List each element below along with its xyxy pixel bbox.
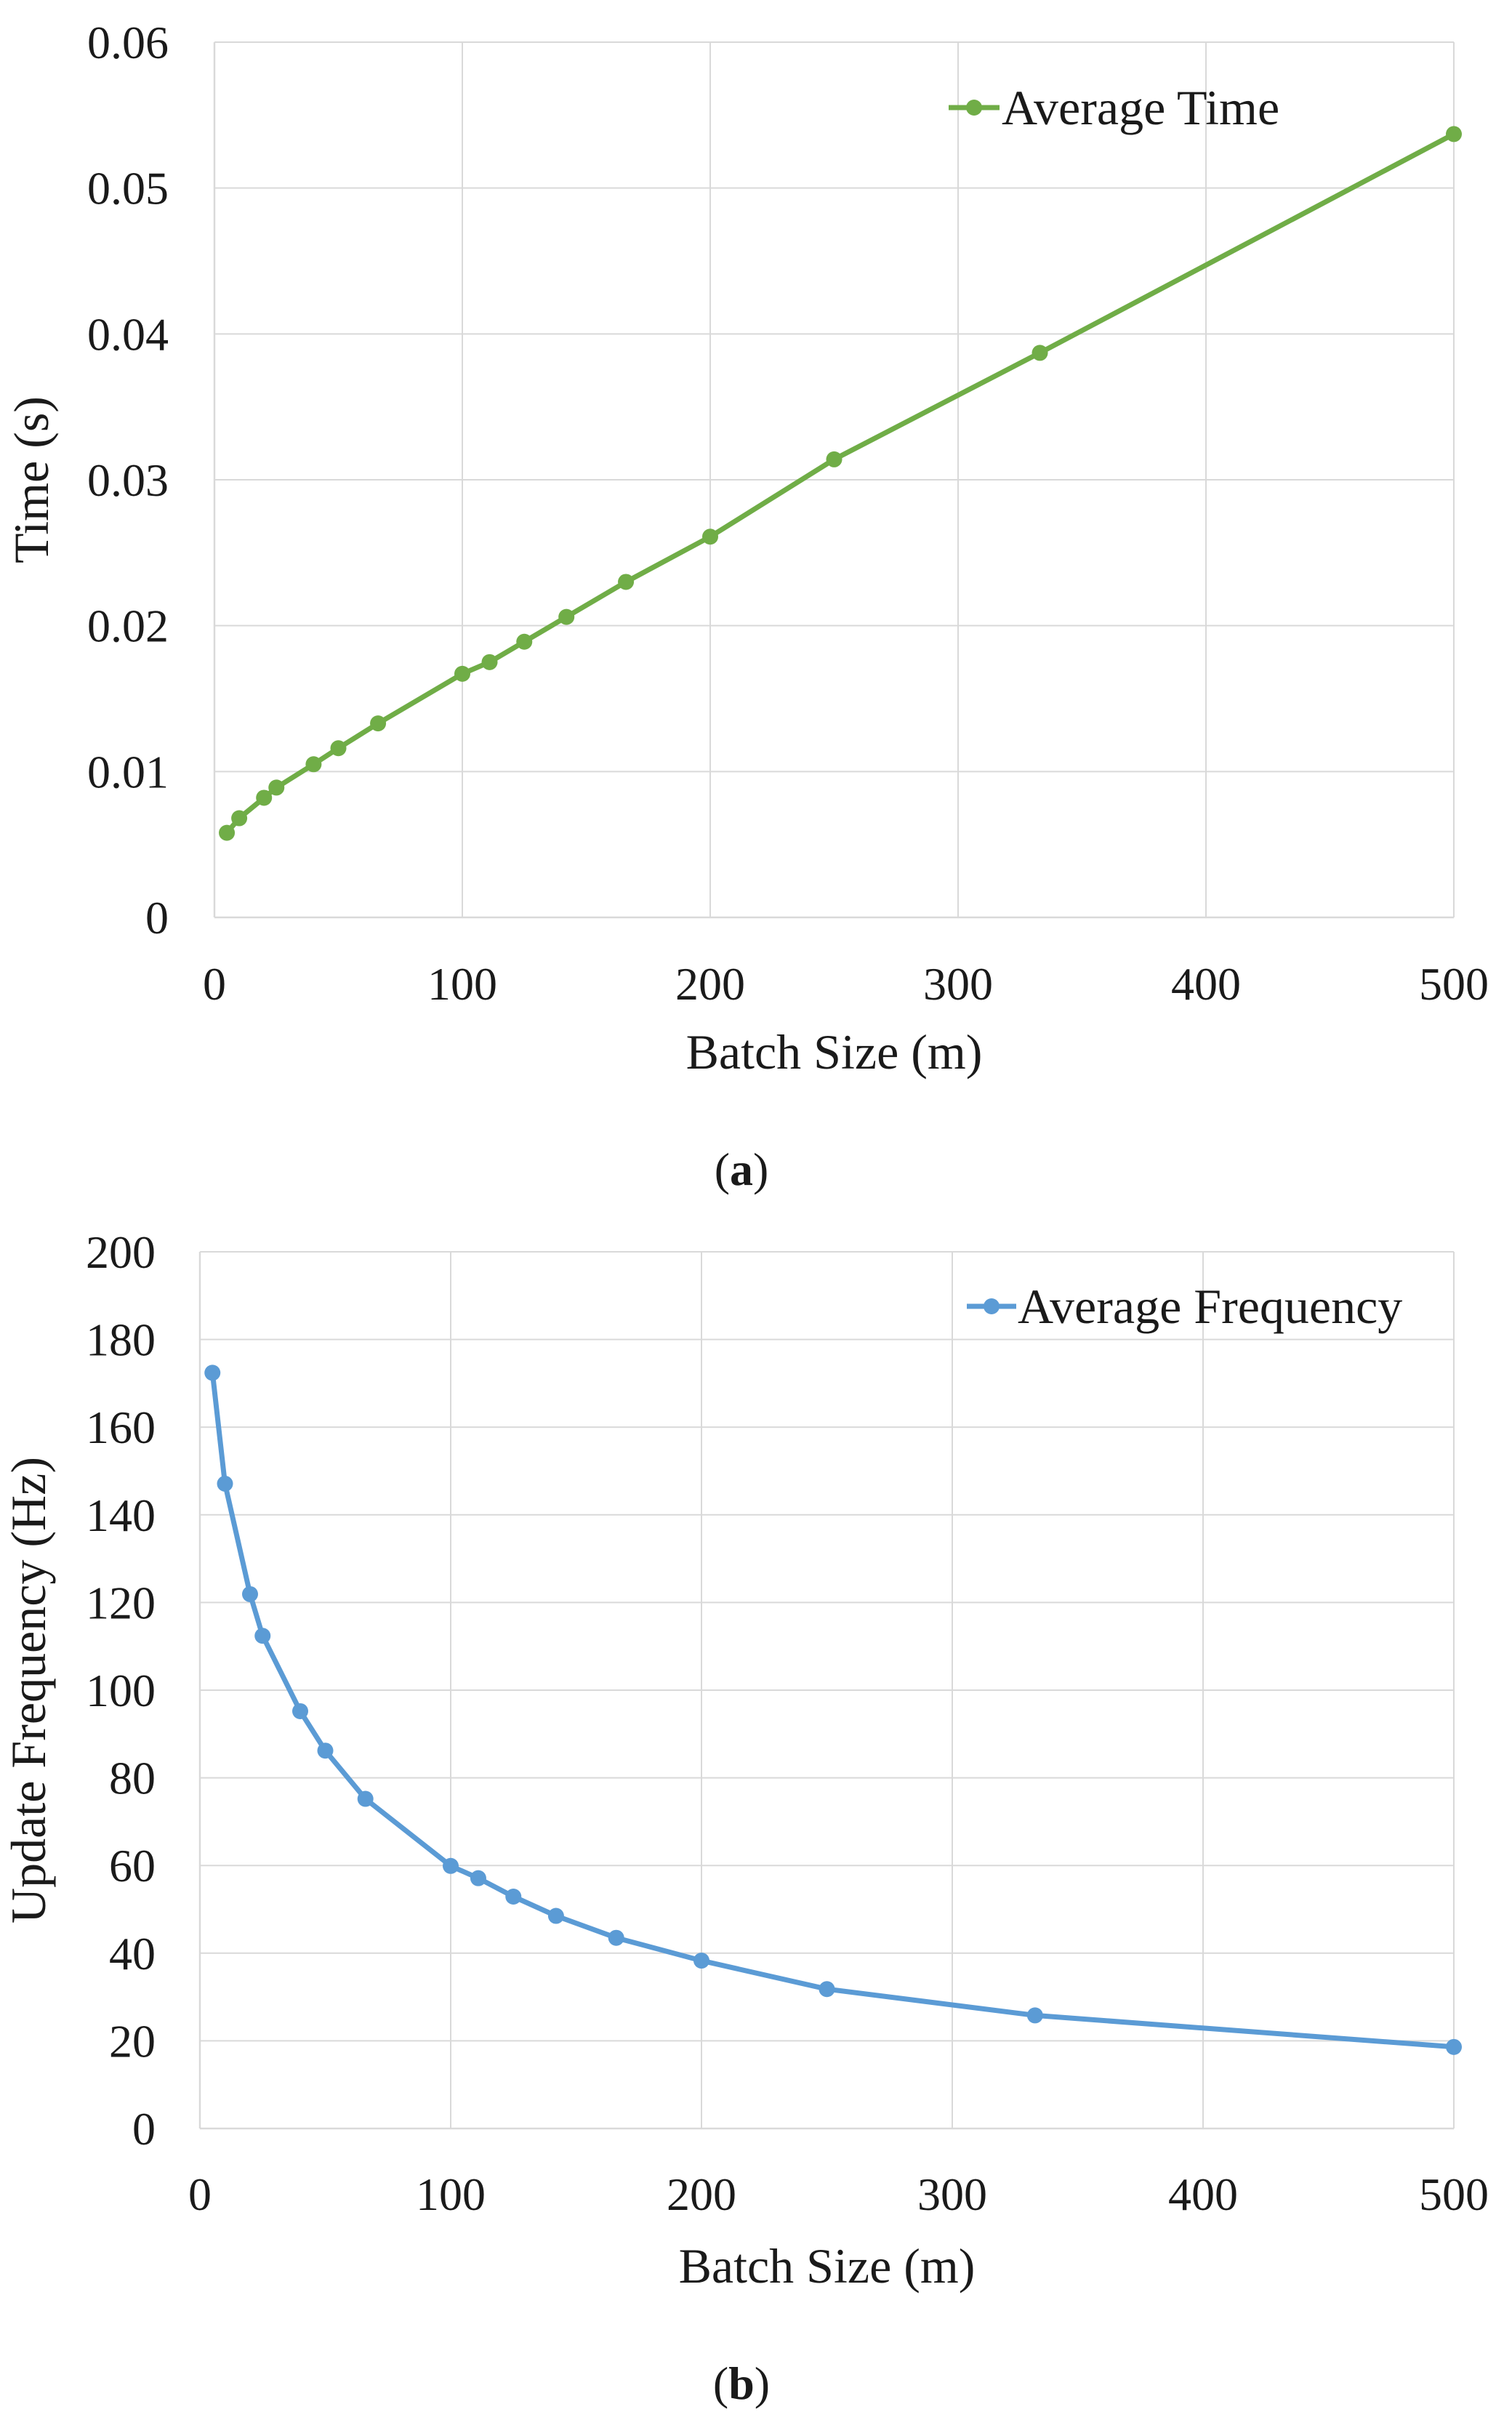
chart-b-data-point	[505, 1889, 522, 1905]
chart-a-legend: Average Time	[949, 80, 1279, 135]
chart-a-x-tick-label: 400	[1171, 958, 1241, 1010]
caption-a: (a)	[715, 1143, 769, 1195]
chart-b-legend: Average Frequency	[967, 1279, 1402, 1334]
chart-a-x-tick-label: 100	[427, 958, 497, 1010]
chart-b-data-point	[357, 1790, 374, 1807]
chart-a-data-point	[1446, 126, 1462, 142]
chart-a-series-line	[224, 131, 1457, 836]
chart-b-data-point	[1026, 2007, 1043, 2024]
caption-a-letter: a	[730, 1143, 753, 1195]
chart-b-y-tick-label: 100	[86, 1665, 156, 1716]
chart-a-x-axis-title: Batch Size (m)	[686, 1024, 983, 1080]
chart-b-y-tick-label: 80	[109, 1753, 156, 1804]
chart-b-y-tick-label: 140	[86, 1490, 156, 1541]
chart-a-y-axis-title: Time (s)	[4, 396, 59, 563]
chart-a-data-point	[231, 810, 248, 827]
chart-a-data-point	[826, 451, 843, 467]
chart-b-data-point	[443, 1857, 459, 1874]
chart-a-x-tick-label: 200	[675, 958, 745, 1010]
chart-b-series-line	[209, 1370, 1457, 2050]
chart-b-x-tick-label: 100	[416, 2168, 486, 2220]
chart-b-y-tick-label: 40	[109, 1928, 156, 1979]
chart-b-data-point	[217, 1475, 233, 1492]
chart-b-y-tick-label: 20	[109, 2015, 156, 2067]
chart-a-data-point	[219, 824, 236, 841]
chart-a-data-point	[454, 665, 470, 682]
chart-b-data-point	[254, 1628, 271, 1644]
chart-b-data-point	[242, 1585, 258, 1602]
chart-a-y-tick-label: 0	[145, 892, 169, 944]
chart-a-data-point	[618, 574, 635, 590]
chart-b-x-tick-label: 0	[188, 2168, 212, 2220]
chart-a-data-point	[256, 789, 273, 806]
chart-b-y-tick-label: 60	[109, 1840, 156, 1892]
chart-a-data-point	[558, 608, 575, 625]
chart-a-data-point	[1032, 345, 1048, 361]
chart-a-y-tick-label: 0.04	[87, 308, 169, 360]
chart-b-legend-label: Average Frequency	[1018, 1279, 1402, 1334]
chart-a-data-point	[702, 528, 718, 545]
chart-b-x-tick-label: 300	[917, 2168, 987, 2220]
chart-b-data-point	[693, 1953, 709, 1969]
chart-b-legend-marker	[984, 1298, 1000, 1314]
chart-a-y-tick-label: 0.01	[87, 746, 169, 797]
chart-b-y-tick-label: 120	[86, 1577, 156, 1628]
chart-a-y-tick-label: 0.02	[87, 600, 169, 652]
chart-a-legend-marker	[966, 100, 982, 116]
chart-b-data-point	[608, 1929, 624, 1946]
chart-a-data-point	[481, 654, 498, 670]
chart-a-data-point	[516, 633, 533, 650]
chart-b-y-tick-label: 180	[86, 1314, 156, 1366]
chart-b-x-tick-label: 500	[1419, 2168, 1489, 2220]
chart-a-time: 0 0.01 0.02 0.03 0.04 0.05 0.06 0 100 200 300 400 50…	[4, 17, 1489, 1080]
chart-b-data-point	[204, 1364, 221, 1381]
chart-a-y-tick-label: 0.03	[87, 454, 169, 506]
chart-b-x-axis-title: Batch Size (m)	[679, 2238, 976, 2294]
chart-b-frequency: 0 20 40 60 80 100 120 140 160 180 200 0 100 200 300 400…	[1, 1226, 1489, 2294]
chart-a-x-tick-label: 300	[923, 958, 993, 1010]
chart-b-y-tick-label: 160	[86, 1402, 156, 1453]
chart-a-data-point	[305, 756, 322, 773]
chart-b-y-tick-label: 200	[86, 1226, 156, 1278]
chart-b-data-point	[292, 1703, 308, 1719]
chart-a-y-tick-label: 0.05	[87, 163, 169, 214]
chart-a-y-tick-label: 0.06	[87, 17, 169, 68]
chart-a-data-point	[330, 740, 347, 757]
chart-b-x-tick-label: 200	[667, 2168, 736, 2220]
chart-b-data-point	[547, 1908, 564, 1924]
chart-a-x-tick-label: 500	[1419, 958, 1489, 1010]
chart-b-y-axis-title: Update Frequency (Hz)	[1, 1457, 56, 1923]
chart-a-legend-label: Average Time	[1002, 80, 1279, 135]
chart-b-data-point	[1446, 2038, 1462, 2055]
chart-a-data-point	[370, 715, 387, 732]
caption-b-letter: b	[728, 2357, 755, 2409]
chart-a-data-point	[268, 779, 285, 796]
chart-b-data-point	[819, 1981, 835, 1998]
chart-b-data-point	[317, 1742, 334, 1759]
chart-b-y-tick-label: 0	[132, 2103, 156, 2155]
chart-a-x-tick-label: 0	[203, 958, 226, 1010]
chart-b-data-point	[470, 1870, 486, 1886]
caption-b: (b)	[713, 2357, 770, 2409]
chart-b-x-tick-label: 400	[1168, 2168, 1238, 2220]
